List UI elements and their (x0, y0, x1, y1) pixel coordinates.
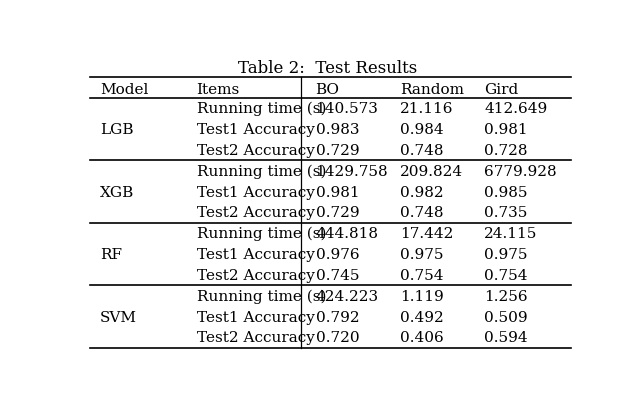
Text: 0.594: 0.594 (484, 330, 528, 345)
Text: BO: BO (316, 83, 340, 97)
Text: Items: Items (196, 83, 240, 97)
Text: 0.406: 0.406 (400, 330, 444, 345)
Text: 0.792: 0.792 (316, 310, 359, 324)
Text: Test1 Accuracy: Test1 Accuracy (196, 310, 314, 324)
Text: 0.754: 0.754 (484, 268, 528, 282)
Text: 6779.928: 6779.928 (484, 164, 557, 178)
Text: 24.115: 24.115 (484, 227, 538, 241)
Text: Running time (s): Running time (s) (196, 226, 326, 241)
Text: Test2 Accuracy: Test2 Accuracy (196, 330, 314, 345)
Text: Running time (s): Running time (s) (196, 164, 326, 179)
Text: Gird: Gird (484, 83, 518, 97)
Text: 17.442: 17.442 (400, 227, 453, 241)
Text: Random: Random (400, 83, 464, 97)
Text: XGB: XGB (100, 185, 134, 199)
Text: 0.985: 0.985 (484, 185, 528, 199)
Text: 0.982: 0.982 (400, 185, 444, 199)
Text: 444.818: 444.818 (316, 227, 379, 241)
Text: 0.754: 0.754 (400, 268, 444, 282)
Text: 1429.758: 1429.758 (316, 164, 388, 178)
Text: Test1 Accuracy: Test1 Accuracy (196, 185, 314, 199)
Text: 0.748: 0.748 (400, 143, 444, 158)
Text: Table 2:  Test Results: Table 2: Test Results (238, 60, 418, 77)
Text: 0.729: 0.729 (316, 143, 359, 158)
Text: 0.975: 0.975 (484, 247, 528, 261)
Text: 209.824: 209.824 (400, 164, 463, 178)
Text: 412.649: 412.649 (484, 102, 547, 116)
Text: LGB: LGB (100, 123, 133, 136)
Text: 0.720: 0.720 (316, 330, 359, 345)
Text: 0.728: 0.728 (484, 143, 528, 158)
Text: 0.729: 0.729 (316, 206, 359, 220)
Text: 0.984: 0.984 (400, 123, 444, 136)
Text: 0.735: 0.735 (484, 206, 527, 220)
Text: 0.748: 0.748 (400, 206, 444, 220)
Text: 1.256: 1.256 (484, 289, 528, 303)
Text: Running time (s): Running time (s) (196, 289, 326, 303)
Text: Test1 Accuracy: Test1 Accuracy (196, 123, 314, 136)
Text: 0.983: 0.983 (316, 123, 359, 136)
Text: 424.223: 424.223 (316, 289, 379, 303)
Text: Running time (s): Running time (s) (196, 102, 326, 116)
Text: 1.119: 1.119 (400, 289, 444, 303)
Text: 0.981: 0.981 (316, 185, 359, 199)
Text: 140.573: 140.573 (316, 102, 378, 116)
Text: SVM: SVM (100, 310, 137, 324)
Text: 0.509: 0.509 (484, 310, 528, 324)
Text: 0.981: 0.981 (484, 123, 528, 136)
Text: Test2 Accuracy: Test2 Accuracy (196, 143, 314, 158)
Text: Model: Model (100, 83, 148, 97)
Text: 0.745: 0.745 (316, 268, 359, 282)
Text: RF: RF (100, 247, 122, 261)
Text: Test2 Accuracy: Test2 Accuracy (196, 268, 314, 282)
Text: 0.975: 0.975 (400, 247, 444, 261)
Text: 21.116: 21.116 (400, 102, 453, 116)
Text: 0.976: 0.976 (316, 247, 359, 261)
Text: Test2 Accuracy: Test2 Accuracy (196, 206, 314, 220)
Text: 0.492: 0.492 (400, 310, 444, 324)
Text: Test1 Accuracy: Test1 Accuracy (196, 247, 314, 261)
